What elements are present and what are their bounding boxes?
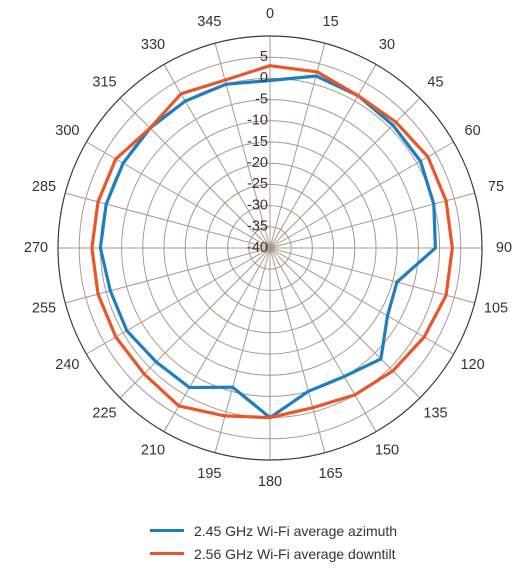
angle-tick-label: 300	[55, 123, 79, 139]
outer-ring	[57, 35, 483, 461]
grid-spoke	[269, 247, 377, 432]
angle-tick-label: 45	[427, 74, 443, 90]
radial-tick-label: -15	[247, 134, 268, 150]
radial-tick-label: -40	[247, 240, 268, 256]
legend-item-azimuth: 2.45 GHz Wi-Fi average azimuth	[150, 519, 397, 542]
angle-tick-label: 315	[92, 74, 116, 90]
angle-tick-label: 15	[323, 14, 339, 30]
angle-tick-label: 105	[484, 300, 508, 316]
angle-tick-label: 135	[423, 405, 447, 421]
angle-tick-label: 345	[197, 14, 221, 30]
grid-spoke	[269, 141, 454, 249]
grid-spoke	[269, 192, 475, 249]
angle-labels: 0 15 30 45 60 75 90 105 120 135 150 165 180 195 210 225…	[24, 6, 512, 490]
angle-tick-label: 270	[24, 240, 48, 256]
radial-tick-label: -35	[247, 219, 268, 235]
radial-tick-label: -20	[247, 155, 268, 171]
grid-spoke	[269, 64, 377, 249]
radial-tick-label: -30	[247, 197, 268, 213]
angle-tick-label: 255	[32, 300, 56, 316]
grid-spoke	[269, 247, 326, 453]
grid-spoke	[214, 43, 271, 249]
grid-spoke	[269, 43, 326, 249]
radial-tick-label: -25	[247, 176, 268, 192]
angle-tick-label: 120	[460, 357, 484, 373]
series-layer	[90, 64, 454, 420]
legend-swatch-downtilt	[150, 552, 184, 555]
grid	[57, 35, 483, 461]
legend: 2.45 GHz Wi-Fi average azimuth 2.56 GHz …	[150, 519, 397, 565]
legend-label-azimuth: 2.45 GHz Wi-Fi average azimuth	[194, 522, 398, 539]
angle-tick-label: 0	[266, 6, 274, 22]
radial-labels: 5 0 -5 -10 -15 -20 -25 -30 -35 -40	[247, 49, 268, 256]
angle-tick-label: 60	[465, 123, 481, 139]
radial-tick-label: -5	[255, 91, 268, 107]
legend-label-downtilt: 2.56 GHz Wi-Fi average downtilt	[194, 545, 396, 562]
grid-spoke	[163, 247, 271, 432]
grid-spoke	[269, 247, 475, 304]
angle-tick-label: 210	[141, 442, 165, 458]
angle-tick-label: 225	[92, 405, 116, 421]
angle-tick-label: 30	[379, 37, 395, 53]
angle-tick-label: 285	[32, 179, 56, 195]
polar-chart: 0 15 30 45 60 75 90 105 120 135 150 165 180 195 210 225…	[24, 6, 512, 490]
radial-tick-label: -10	[247, 113, 268, 129]
grid-spoke	[269, 97, 421, 249]
grid-spoke	[214, 247, 271, 453]
angle-tick-label: 195	[197, 466, 221, 482]
legend-item-downtilt: 2.56 GHz Wi-Fi average downtilt	[150, 542, 397, 565]
angle-tick-label: 180	[258, 474, 282, 490]
grid-spoke	[119, 97, 271, 249]
grid-spoke	[269, 247, 454, 355]
angle-tick-label: 165	[318, 466, 342, 482]
angle-tick-label: 330	[141, 37, 165, 53]
legend-swatch-azimuth	[150, 529, 184, 532]
grid-spoke	[86, 141, 271, 249]
radial-tick-label: 5	[260, 49, 268, 65]
grid-spoke	[269, 247, 421, 399]
radial-tick-label: 0	[260, 70, 268, 86]
angle-tick-label: 90	[496, 240, 512, 256]
grid-spoke	[119, 247, 271, 399]
series-line-downtilt	[90, 64, 454, 420]
angle-tick-label: 75	[488, 179, 504, 195]
angle-tick-label: 240	[55, 357, 79, 373]
angle-tick-label: 150	[375, 442, 399, 458]
